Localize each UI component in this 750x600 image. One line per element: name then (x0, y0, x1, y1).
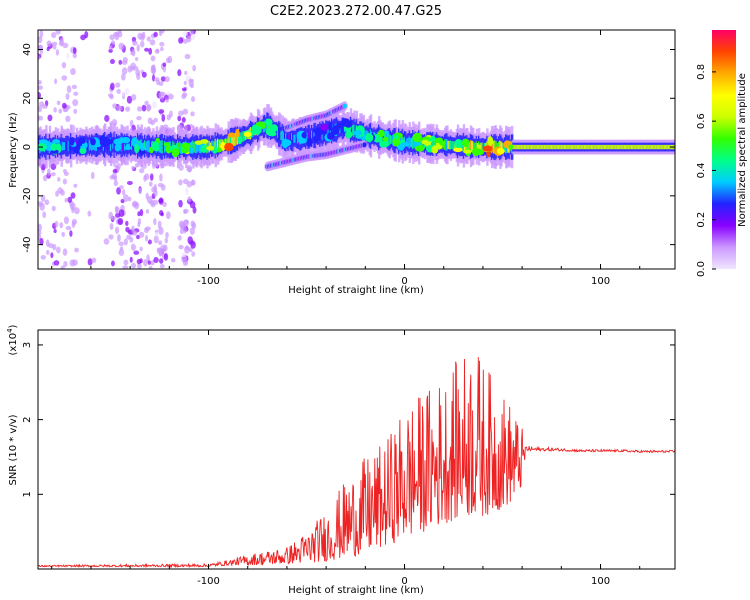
spectrogram-ytick-label: 20 (22, 92, 33, 105)
snr-ytick-label: 1 (22, 491, 33, 497)
spectrogram-ylabel: Frequency (Hz) (8, 112, 19, 188)
spectrogram-xtick-label: 100 (591, 276, 610, 287)
heatmap-branch-0 (283, 100, 348, 133)
snr-line-path (38, 357, 675, 569)
snr-series-line (38, 357, 675, 569)
colorbar-label: Normalized spectral amplitude (737, 73, 748, 227)
figure-title: C2E2.2023.272.00.47.G25 (270, 4, 442, 19)
snr-xtick-label: 100 (591, 576, 610, 587)
spectrogram-panel: -100 0 100 -40 -20 0 20 40 Height of straight l… (8, 29, 676, 296)
spectrogram-xlabel: Height of straight line (km) (288, 285, 424, 296)
colorbar: 0.0 0.2 0.4 0.6 0.8 Normalized spectral ampl… (696, 30, 748, 277)
snr-panel: -100 0 100 1 2 3 Height of straight line (km)… (6, 324, 676, 596)
spectrogram-ytick-label: -40 (22, 236, 33, 252)
colorbar-tick-label: 0.0 (696, 261, 707, 277)
spectrogram-ytick-label: 40 (22, 43, 33, 56)
colorbar-tick-label: 0.2 (696, 212, 707, 228)
heatmap-branch-1 (264, 139, 368, 172)
spectrogram-ticks: -100 0 100 -40 -20 0 20 40 (22, 30, 675, 287)
snr-multiplier-close: ) (8, 324, 19, 328)
spectrogram-xtick-label: -100 (197, 276, 220, 287)
colorbar-gradient (712, 30, 736, 269)
spectrogram-ytick-label: 0 (22, 144, 33, 150)
snr-xtick-label: -100 (197, 576, 220, 587)
snr-frame (37, 329, 676, 570)
spectrogram-heatmap (38, 30, 675, 269)
snr-multiplier: (x104) (6, 324, 19, 355)
snr-ticks: -100 0 100 1 2 3 (22, 330, 675, 587)
heatmap-ridge (38, 103, 675, 169)
snr-multiplier-exp: 4 (6, 328, 14, 333)
colorbar-tick-label: 0.4 (696, 162, 707, 178)
colorbar-ticks: 0.0 0.2 0.4 0.6 0.8 (696, 64, 716, 277)
colorbar-tick-label: 0.8 (696, 64, 707, 80)
snr-xlabel: Height of straight line (km) (288, 585, 424, 596)
colorbar-tick-label: 0.6 (696, 113, 707, 129)
spectrogram-ytick-label: -20 (22, 188, 33, 204)
spectrogram-frame (37, 29, 676, 270)
spectrogram-xtick-label: 0 (401, 276, 407, 287)
snr-multiplier-base: (x10 (8, 333, 19, 356)
snr-ytick-label: 2 (22, 416, 33, 422)
snr-ylabel: SNR (10 * v/v) (8, 414, 19, 485)
snr-xtick-label: 0 (401, 576, 407, 587)
snr-ytick-label: 3 (22, 342, 33, 348)
